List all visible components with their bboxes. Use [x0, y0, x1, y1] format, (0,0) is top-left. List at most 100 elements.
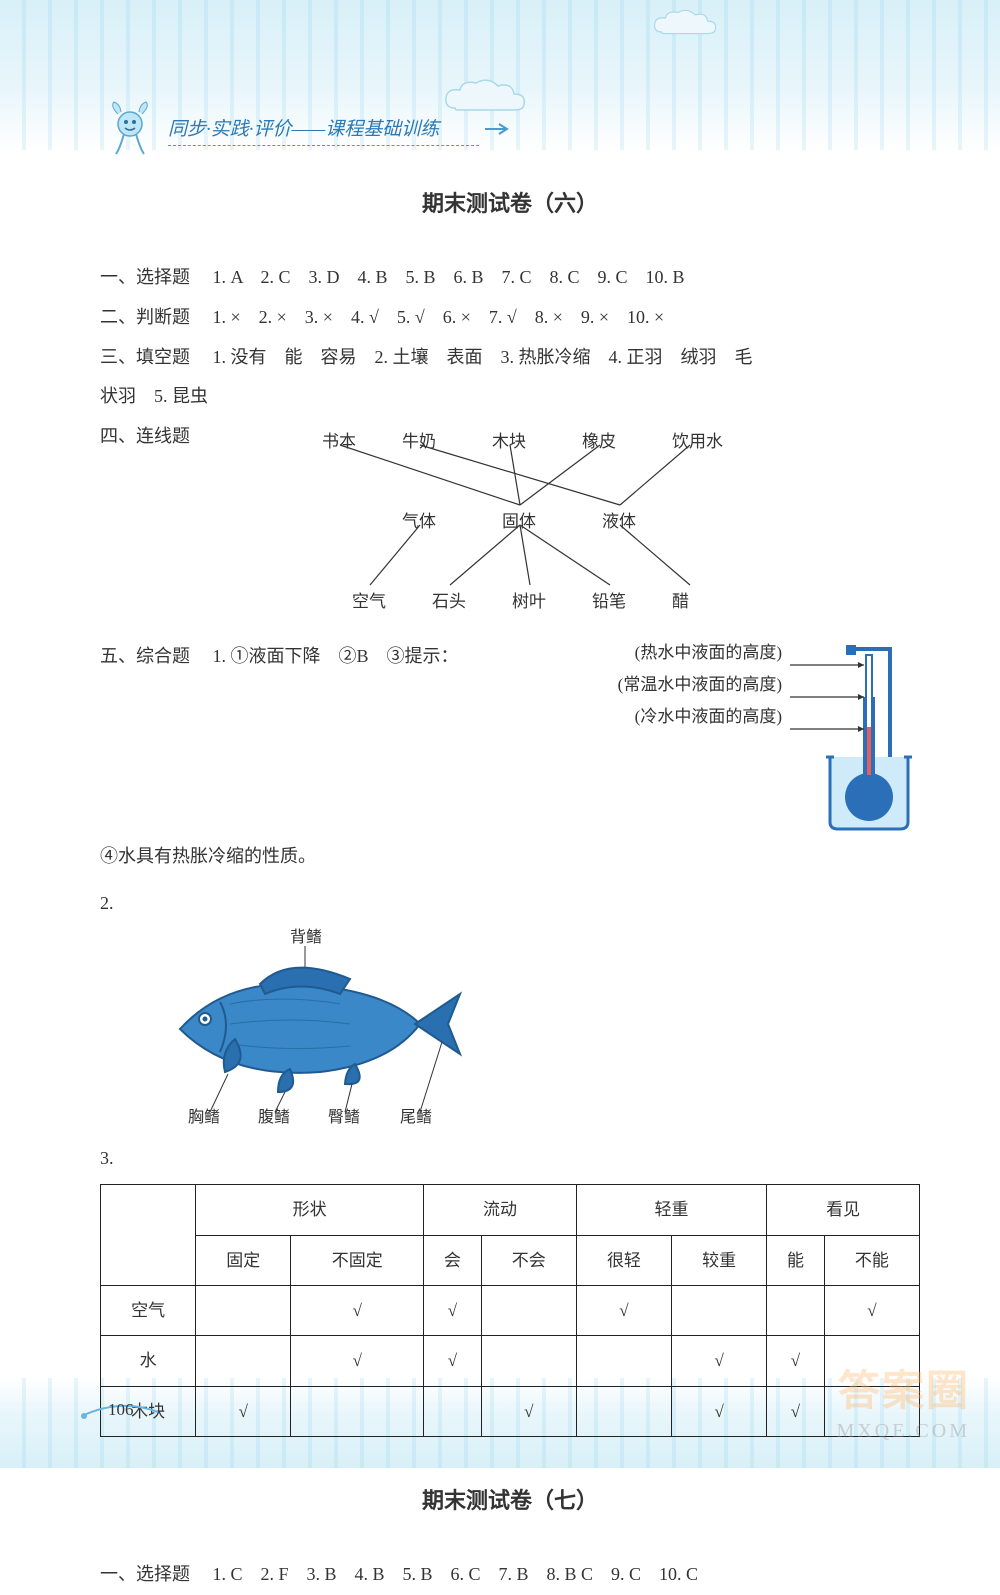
- test7-section1: 一、选择题 1. C 2. F 3. B 4. B 5. B 6. C 7. B…: [100, 1555, 920, 1595]
- table-row: 空气√√√√: [101, 1285, 920, 1335]
- table-sub-header-row: 固定 不固定 会 不会 很轻 较重 能 不能: [101, 1235, 920, 1285]
- table-sub: 固定: [196, 1235, 291, 1285]
- watermark-url: MXQE.COM: [837, 1420, 970, 1443]
- table-cell: [196, 1336, 291, 1386]
- matching-node: 气体: [402, 503, 436, 540]
- section3: 三、填空题 1. 没有 能 容易 2. 土壤 表面 3. 热胀冷缩 4. 正羽 …: [100, 338, 920, 378]
- test7-title: 期末测试卷（七）: [100, 1477, 920, 1525]
- test7-section1-answers: 1. C 2. F 3. B 4. B 5. B 6. C 7. B 8. B …: [213, 1564, 699, 1584]
- table-cell: [424, 1386, 482, 1436]
- fish-dorsal-label: 背鳍: [290, 928, 322, 946]
- section5-q2-label: 2.: [100, 884, 920, 924]
- matching-diagram: 书本牛奶木块橡皮饮用水气体固体液体空气石头树叶铅笔醋: [190, 423, 920, 623]
- table-group-shape: 形状: [196, 1185, 424, 1235]
- section5-q3-label: 3.: [100, 1139, 920, 1179]
- page-content: 期末测试卷（六） 一、选择题 1. A 2. C 3. D 4. B 5. B …: [100, 180, 920, 1595]
- header-title: 同步·实践·评价——课程基础训练: [168, 114, 479, 146]
- table-cell: √: [672, 1336, 767, 1386]
- section1-answers: 1. A 2. C 3. D 4. B 5. B 6. B 7. C 8. C …: [213, 267, 685, 287]
- table-group-weight: 轻重: [576, 1185, 766, 1235]
- section5-q1-text: 1. ①液面下降 ②B ③提示：: [213, 646, 459, 666]
- table-sub: 很轻: [576, 1235, 671, 1285]
- table-body: 空气√√√√水√√√√木块√√√√: [101, 1285, 920, 1436]
- section4-label: 四、连线题: [100, 417, 190, 457]
- table-row-label: 空气: [101, 1285, 196, 1335]
- table-cell: √: [291, 1285, 424, 1335]
- table-cell: [196, 1285, 291, 1335]
- section1-label: 一、选择题: [100, 267, 190, 287]
- table-cell: √: [291, 1336, 424, 1386]
- section2-label: 二、判断题: [100, 307, 190, 327]
- table-cell: [291, 1386, 424, 1436]
- table-cell: [481, 1336, 576, 1386]
- table-sub: 能: [767, 1235, 825, 1285]
- thermometer-labels: (热水中液面的高度) (常温水中液面的高度) (冷水中液面的高度): [618, 637, 790, 734]
- fish-caudal-label: 尾鳍: [400, 1108, 432, 1124]
- table-cell: √: [824, 1285, 919, 1335]
- thermometer-diagram: [790, 637, 920, 837]
- section5-label: 五、综合题: [100, 646, 190, 666]
- test7-section1-label: 一、选择题: [100, 1564, 190, 1584]
- fish-pectoral-label: 胸鳍: [188, 1108, 220, 1124]
- matching-node: 树叶: [512, 583, 546, 620]
- section3-label: 三、填空题: [100, 347, 190, 367]
- section5-q2: 2. 背鳍 胸鳍: [100, 884, 920, 1138]
- table-cell: [576, 1336, 671, 1386]
- table-cell: √: [576, 1285, 671, 1335]
- table-row: 水√√√√: [101, 1336, 920, 1386]
- section5-q1: 五、综合题 1. ①液面下降 ②B ③提示： (热水中液面的高度) (常温水中液…: [100, 637, 920, 837]
- fish-pelvic-label: 腹鳍: [258, 1108, 290, 1124]
- matching-node: 固体: [502, 503, 536, 540]
- table-sub: 会: [424, 1235, 482, 1285]
- header-strip: 同步·实践·评价——课程基础训练: [100, 100, 511, 160]
- table-row: 木块√√√√: [101, 1386, 920, 1436]
- table-sub: 较重: [672, 1235, 767, 1285]
- table-cell: √: [672, 1386, 767, 1436]
- table-cell: √: [767, 1336, 825, 1386]
- table-sub: 不固定: [291, 1235, 424, 1285]
- section3-answers-a: 1. 没有 能 容易 2. 土壤 表面 3. 热胀冷缩 4. 正羽 绒羽 毛: [213, 347, 753, 367]
- table-group-flow: 流动: [424, 1185, 577, 1235]
- page-number: 106: [108, 1400, 134, 1420]
- cloud-icon: [650, 8, 720, 42]
- section2: 二、判断题 1. × 2. × 3. × 4. √ 5. √ 6. × 7. √…: [100, 298, 920, 338]
- thermo-label-room: (常温水中液面的高度): [618, 669, 782, 701]
- matching-node: 空气: [352, 583, 386, 620]
- matching-node: 液体: [602, 503, 636, 540]
- section1: 一、选择题 1. A 2. C 3. D 4. B 5. B 6. B 7. C…: [100, 258, 920, 298]
- table-cell: √: [481, 1386, 576, 1436]
- matching-lines: [190, 423, 920, 623]
- table-cell: [767, 1285, 825, 1335]
- table-cell: √: [424, 1285, 482, 1335]
- table-cell: √: [767, 1386, 825, 1436]
- fish-anal-label: 臀鳍: [328, 1108, 360, 1124]
- table-sub: 不能: [824, 1235, 919, 1285]
- table-row-label: 水: [101, 1336, 196, 1386]
- mascot-icon: [100, 100, 160, 160]
- watermark: 答案圈: [838, 1357, 970, 1418]
- fish-diagram: 背鳍 胸鳍 腹鳍 臀鳍: [140, 924, 500, 1124]
- properties-table: 形状 流动 轻重 看见 固定 不固定 会 不会 很轻 较重 能 不能 空气√√√…: [100, 1184, 920, 1437]
- matching-node: 橡皮: [582, 423, 616, 460]
- matching-node: 木块: [492, 423, 526, 460]
- table-cell: √: [196, 1386, 291, 1436]
- table-cell: [481, 1285, 576, 1335]
- table-group-header-row: 形状 流动 轻重 看见: [101, 1185, 920, 1235]
- matching-node: 石头: [432, 583, 466, 620]
- matching-node: 牛奶: [402, 423, 436, 460]
- section5-q1-4: ④水具有热胀冷缩的性质。: [100, 837, 920, 877]
- section3-line2: 状羽 5. 昆虫: [100, 377, 920, 417]
- section2-answers: 1. × 2. × 3. × 4. √ 5. √ 6. × 7. √ 8. × …: [213, 307, 665, 327]
- test6-title: 期末测试卷（六）: [100, 180, 920, 228]
- table-sub: 不会: [481, 1235, 576, 1285]
- table-cell: √: [424, 1336, 482, 1386]
- table-group-see: 看见: [767, 1185, 920, 1235]
- matching-node: 醋: [672, 583, 689, 620]
- matching-node: 书本: [322, 423, 356, 460]
- table-cell: [576, 1386, 671, 1436]
- table-cell: [672, 1285, 767, 1335]
- matching-node: 饮用水: [672, 423, 723, 460]
- thermo-label-hot: (热水中液面的高度): [618, 637, 782, 669]
- thermo-label-cold: (冷水中液面的高度): [618, 701, 782, 733]
- header-arrow-icon: [485, 120, 511, 141]
